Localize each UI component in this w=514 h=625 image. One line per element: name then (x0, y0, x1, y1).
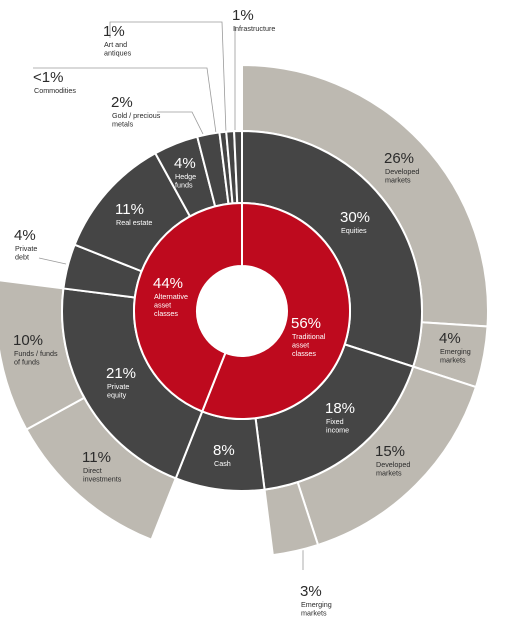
category-label-gold-precious-metals: Gold / precious (112, 111, 161, 120)
middle-ring (61, 129, 423, 492)
category-label-fixed-income: Fixed (326, 417, 344, 426)
category-label-gold-precious-metals: metals (112, 120, 134, 129)
leader-line-private-debt (38, 257, 67, 265)
category-label-alternative: asset (154, 301, 171, 310)
category-label-cash: Cash (214, 459, 231, 468)
category-label-equities-developed: markets (385, 176, 411, 185)
category-label-equities-emerging: markets (440, 356, 466, 365)
category-label-alternative: Alternative (154, 292, 188, 301)
category-label-hedge-funds: Hedge (175, 172, 196, 181)
data-label-infrastructure: 1% (232, 7, 254, 24)
data-label-hedge-funds: 4% (174, 155, 196, 172)
data-label-equities-emerging: 4% (439, 330, 461, 347)
category-label-private-equity: Private (107, 382, 129, 391)
category-label-private-debt: Private (15, 244, 37, 253)
category-label-alternative: classes (154, 309, 178, 318)
category-label-traditional: asset (292, 341, 309, 350)
category-label-pe-direct: investments (83, 475, 122, 484)
leader-line-gold-precious-metals (157, 111, 204, 135)
category-label-hedge-funds: funds (175, 181, 193, 190)
label-commodities: <1%Commodities (33, 69, 76, 95)
data-label-commodities: <1% (33, 69, 63, 86)
category-label-equities-emerging: Emerging (440, 347, 471, 356)
category-label-fixed-income-developed: markets (376, 469, 402, 478)
category-label-pe-funds: Funds / funds (14, 349, 58, 358)
data-label-pe-direct: 11% (82, 449, 111, 466)
data-label-pe-funds: 10% (13, 332, 43, 349)
data-label-private-equity: 21% (106, 365, 136, 382)
data-label-fixed-income-emerging: 3% (300, 583, 322, 600)
category-label-art-antiques: antiques (104, 49, 132, 58)
category-label-pe-funds: of funds (14, 358, 40, 367)
leader-line-commodities (33, 67, 217, 134)
data-label-cash: 8% (213, 442, 235, 459)
category-label-fixed-income-emerging: Emerging (301, 600, 332, 609)
data-label-traditional: 56% (291, 315, 321, 332)
category-label-pe-direct: Direct (83, 466, 102, 475)
inner-ring (133, 201, 351, 420)
outer-ring (0, 63, 489, 557)
data-label-fixed-income: 18% (325, 400, 355, 417)
category-label-traditional: Traditional (292, 332, 326, 341)
category-label-private-equity: equity (107, 391, 127, 400)
data-label-equities-developed: 26% (384, 150, 414, 167)
category-label-commodities: Commodities (34, 86, 76, 95)
category-label-fixed-income: income (326, 426, 349, 435)
leader-line-art-antiques (109, 21, 227, 134)
category-label-equities: Equities (341, 226, 367, 235)
category-label-fixed-income-emerging: markets (301, 609, 327, 618)
leader-lines (33, 21, 304, 570)
label-cash: 8%Cash (213, 442, 235, 468)
category-label-equities-developed: Developed (385, 167, 419, 176)
segment-traditional (200, 201, 351, 420)
label-real-estate: 11%Real estate (115, 201, 152, 227)
data-label-art-antiques: 1% (103, 23, 125, 40)
data-label-real-estate: 11% (115, 201, 144, 218)
data-label-fixed-income-developed: 15% (375, 443, 405, 460)
category-label-fixed-income-developed: Developed (376, 460, 410, 469)
category-label-infrastructure: Infrastructure (233, 24, 275, 33)
label-equities: 30%Equities (340, 209, 370, 235)
data-label-equities: 30% (340, 209, 370, 226)
data-label-alternative: 44% (153, 275, 183, 292)
data-label-private-debt: 4% (14, 227, 36, 244)
category-label-private-debt: debt (15, 253, 29, 262)
category-label-traditional: classes (292, 349, 316, 358)
category-label-art-antiques: Art and (104, 40, 127, 49)
category-label-real-estate: Real estate (116, 218, 152, 227)
data-label-gold-precious-metals: 2% (111, 94, 133, 111)
segment-labels: 56%Traditionalassetclasses44%Alternative… (13, 7, 471, 618)
segment-alternative (133, 201, 243, 413)
label-infrastructure: 1%Infrastructure (232, 7, 275, 33)
